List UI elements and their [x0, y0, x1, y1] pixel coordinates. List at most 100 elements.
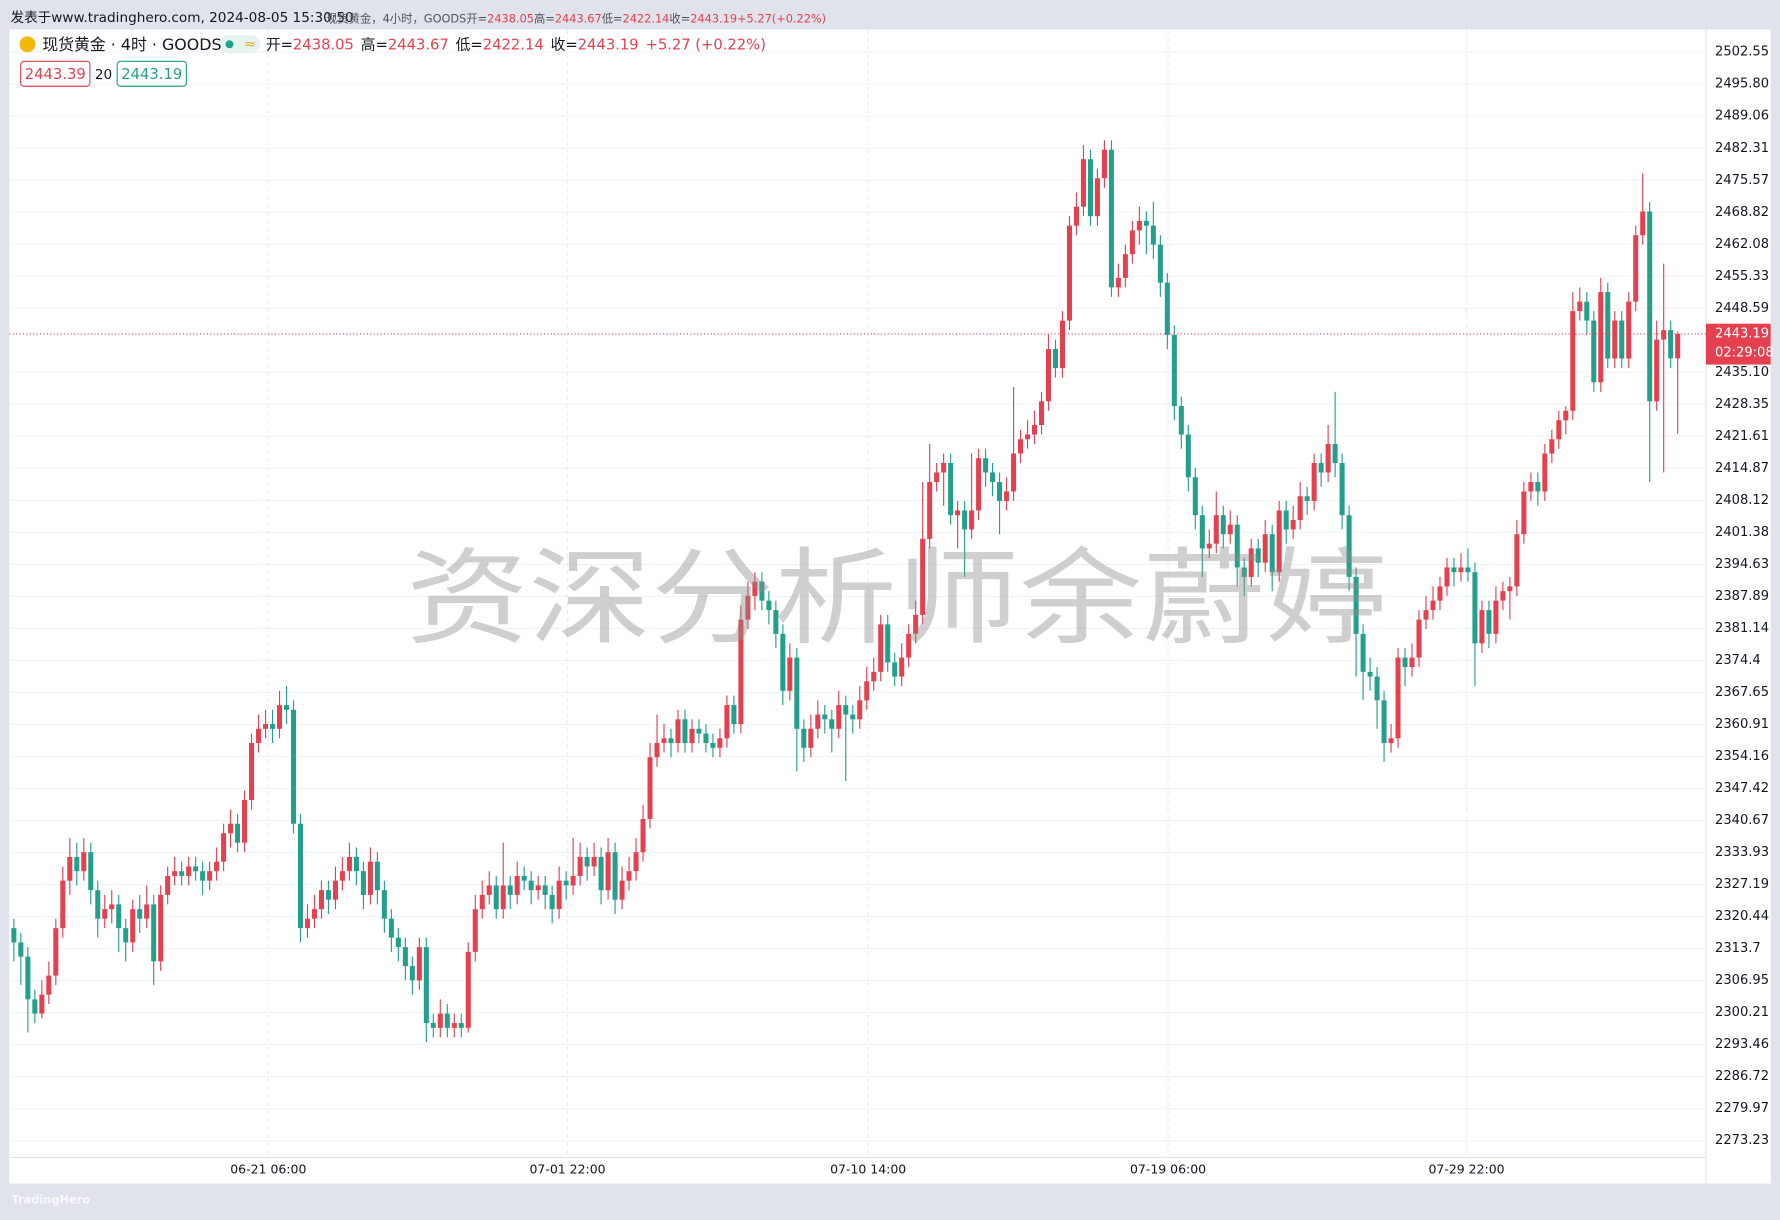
candle-body	[1136, 220, 1142, 231]
candle-body	[731, 705, 737, 725]
candle-body	[186, 866, 192, 876]
y-tick-label: 2394.63	[1715, 557, 1769, 572]
candle-body	[1032, 425, 1038, 435]
candle-body	[633, 852, 639, 872]
candle-body	[1318, 462, 1324, 473]
candle-body	[339, 871, 345, 881]
candle-body	[1521, 491, 1527, 535]
candle-body	[892, 662, 898, 677]
candle-body	[899, 657, 905, 677]
candle-body	[689, 728, 695, 744]
candle-body	[1535, 481, 1541, 492]
candle-body	[941, 462, 947, 473]
candle-body	[1332, 444, 1338, 463]
candle-body	[577, 856, 583, 876]
candle-body	[983, 458, 989, 473]
candle-body	[1311, 462, 1317, 501]
y-tick-label: 2273.23	[1715, 1133, 1769, 1148]
ohlc-label: 低=	[456, 36, 483, 53]
axes: 2502.55 2495.80 2489.06 2482.31 2475.57 2468.…	[9, 45, 1774, 1177]
candle-body	[640, 818, 646, 853]
candle-body	[1402, 657, 1408, 668]
candle-body	[913, 614, 919, 634]
market-open-dot	[225, 40, 234, 49]
y-tick-label: 2475.57	[1715, 173, 1769, 188]
candle-body	[1353, 576, 1359, 634]
candle-body	[151, 904, 157, 962]
candle-body	[1626, 301, 1632, 359]
candle-body	[668, 738, 674, 744]
ask-box[interactable]	[116, 60, 187, 87]
candle-body	[955, 510, 961, 516]
candle-body	[416, 947, 422, 981]
change: +5.27	[645, 36, 690, 53]
candle-body	[1514, 534, 1520, 587]
candle-body	[1416, 619, 1422, 658]
candle-body	[1269, 534, 1275, 573]
candle-body	[1115, 277, 1121, 288]
candle-body	[1661, 330, 1667, 340]
spread: 20	[95, 67, 112, 83]
candle-body	[346, 856, 352, 872]
candle-body	[277, 705, 283, 729]
bid-price[interactable]: 2443.39	[25, 66, 86, 83]
candle-body	[1598, 292, 1604, 383]
candle-body	[221, 833, 227, 862]
y-tick-label: 2347.42	[1715, 781, 1769, 796]
status-icon: ≈	[244, 36, 255, 52]
ask-price[interactable]: 2443.19	[121, 66, 182, 83]
candle-body	[1430, 600, 1436, 611]
candle-body	[1388, 738, 1394, 744]
candle-body	[1018, 439, 1024, 454]
candle-body	[1192, 477, 1198, 516]
candle-body	[318, 890, 324, 910]
candle-body	[724, 705, 730, 739]
candle-body	[1640, 211, 1646, 236]
candle-body	[1213, 515, 1219, 544]
y-tick-label: 2495.80	[1715, 77, 1769, 92]
y-tick-label: 2374.4	[1715, 653, 1761, 668]
candle-body	[1507, 586, 1513, 592]
x-tick-label: 07-19 06:00	[1130, 1162, 1206, 1177]
watermark: 资深分析师余蔚婷	[406, 537, 1388, 659]
candle-body	[696, 728, 702, 734]
candle-body	[514, 875, 520, 895]
candle-body	[25, 956, 31, 1000]
ohlc-label: 收=	[551, 36, 578, 53]
y-tick-label: 2333.93	[1715, 845, 1769, 860]
candle-body	[759, 581, 765, 601]
candle-body	[1304, 496, 1310, 501]
candle-body	[137, 909, 143, 919]
candle-body	[214, 861, 220, 872]
candle-body	[1409, 657, 1415, 668]
bid-box[interactable]	[20, 60, 91, 87]
candle-body	[703, 733, 709, 744]
candle-body	[1360, 633, 1366, 672]
candle-body	[235, 823, 241, 843]
candle-body	[878, 624, 884, 672]
candle-body	[1500, 591, 1506, 601]
y-tick-label: 2381.14	[1715, 621, 1769, 636]
candle-body	[738, 619, 744, 725]
candle-body	[200, 871, 206, 881]
candle-body	[843, 705, 849, 715]
candle-body	[353, 856, 359, 872]
ohlc-label: 低=	[602, 11, 623, 25]
candle-body	[1283, 510, 1289, 530]
candle-body	[829, 719, 835, 729]
candle-body	[1619, 320, 1625, 359]
ohlc-value: 2443.19	[578, 36, 639, 53]
candle-body	[1101, 149, 1107, 179]
candle-body	[871, 671, 877, 682]
candle-body	[1381, 700, 1387, 744]
candle-body	[1178, 406, 1184, 435]
candle-body	[1073, 206, 1079, 226]
candle-body	[1297, 496, 1303, 520]
y-tick-label: 2360.91	[1715, 717, 1769, 732]
candle-body	[493, 885, 499, 910]
candle-body	[297, 823, 304, 929]
candle-body	[1199, 515, 1205, 549]
candle-body	[388, 918, 394, 938]
candle-body	[304, 918, 311, 929]
